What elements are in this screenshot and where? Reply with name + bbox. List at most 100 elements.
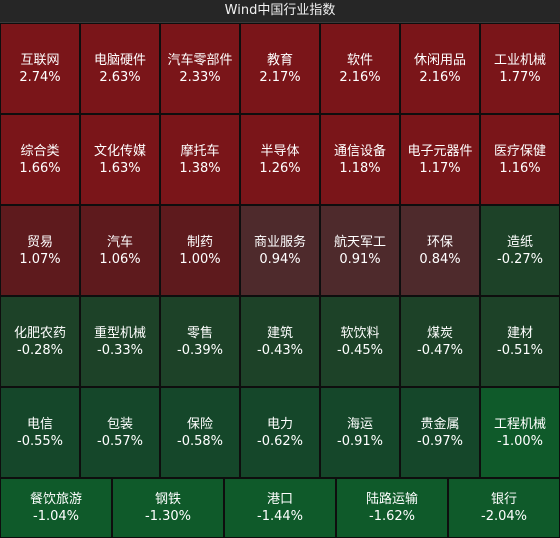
industry-change: -0.39% [177, 342, 223, 358]
industry-tile[interactable]: 环保 0.84% [400, 205, 480, 296]
industry-tile[interactable]: 休闲用品 2.16% [400, 23, 480, 114]
industry-tile[interactable]: 贸易 1.07% [0, 205, 80, 296]
industry-change: 1.17% [419, 160, 461, 176]
industry-tile[interactable]: 工程机械 -1.00% [480, 387, 560, 478]
industry-name: 造纸 [506, 234, 533, 250]
panel-title: Wind中国行业指数 [0, 0, 560, 23]
industry-change: -0.45% [337, 342, 383, 358]
industry-change: 2.16% [339, 69, 381, 85]
industry-tile[interactable]: 煤炭 -0.47% [400, 296, 480, 387]
industry-change: -0.62% [257, 433, 303, 449]
industry-tile[interactable]: 电脑硬件 2.63% [80, 23, 160, 114]
industry-name: 电子元器件 [407, 143, 473, 159]
industry-name: 电信 [26, 416, 53, 432]
industry-tile[interactable]: 保险 -0.58% [160, 387, 240, 478]
heatmap-grid: 互联网 2.74% 电脑硬件 2.63% 汽车零部件 2.33% 教育 2.17% 软件 2.16… [0, 23, 560, 478]
industry-change: 0.91% [339, 251, 381, 267]
industry-name: 陆路运输 [365, 492, 418, 507]
industry-change: 2.33% [179, 69, 221, 85]
industry-name: 工程机械 [493, 416, 546, 432]
industry-tile[interactable]: 半导体 1.26% [240, 114, 320, 205]
industry-tile[interactable]: 电子元器件 1.17% [400, 114, 480, 205]
industry-change: 1.66% [19, 160, 61, 176]
industry-change: -0.97% [417, 433, 463, 449]
industry-change: -1.04% [33, 509, 79, 524]
industry-change: 0.94% [259, 251, 301, 267]
industry-tile[interactable]: 汽车 1.06% [80, 205, 160, 296]
industry-change: -1.62% [369, 509, 415, 524]
industry-tile[interactable]: 海运 -0.91% [320, 387, 400, 478]
industry-change: 2.16% [419, 69, 461, 85]
industry-name: 化肥农药 [13, 325, 66, 341]
industry-tile[interactable]: 港口 -1.44% [224, 478, 336, 538]
industry-tile[interactable]: 电力 -0.62% [240, 387, 320, 478]
industry-name: 环保 [426, 234, 453, 250]
industry-tile[interactable]: 制药 1.00% [160, 205, 240, 296]
industry-change: -0.57% [97, 433, 143, 449]
industry-tile[interactable]: 软件 2.16% [320, 23, 400, 114]
industry-change: -0.55% [17, 433, 63, 449]
industry-name: 医疗保健 [493, 143, 546, 159]
industry-change: -0.47% [417, 342, 463, 358]
industry-tile[interactable]: 贵金属 -0.97% [400, 387, 480, 478]
industry-name: 通信设备 [333, 143, 386, 159]
industry-tile[interactable]: 医疗保健 1.16% [480, 114, 560, 205]
industry-change: -0.33% [97, 342, 143, 358]
industry-change: 2.63% [99, 69, 141, 85]
industry-name: 文化传媒 [93, 143, 146, 159]
industry-name: 餐饮旅游 [29, 492, 82, 507]
industry-tile[interactable]: 电信 -0.55% [0, 387, 80, 478]
industry-name: 电脑硬件 [93, 52, 146, 68]
industry-tile[interactable]: 包装 -0.57% [80, 387, 160, 478]
industry-tile[interactable]: 通信设备 1.18% [320, 114, 400, 205]
industry-name: 钢铁 [154, 492, 181, 507]
industry-name: 港口 [266, 492, 293, 507]
industry-change: 2.17% [259, 69, 301, 85]
industry-change: -0.58% [177, 433, 223, 449]
industry-tile[interactable]: 零售 -0.39% [160, 296, 240, 387]
industry-change: -1.00% [497, 433, 543, 449]
industry-tile[interactable]: 钢铁 -1.30% [112, 478, 224, 538]
industry-tile[interactable]: 航天军工 0.91% [320, 205, 400, 296]
industry-tile[interactable]: 综合类 1.66% [0, 114, 80, 205]
industry-change: -1.30% [145, 509, 191, 524]
heatmap-bottom-row: 餐饮旅游 -1.04% 钢铁 -1.30% 港口 -1.44% 陆路运输 -1.62% 银行 -2… [0, 478, 560, 538]
industry-tile[interactable]: 餐饮旅游 -1.04% [0, 478, 112, 538]
industry-name: 零售 [186, 325, 213, 341]
industry-tile[interactable]: 银行 -2.04% [448, 478, 560, 538]
industry-name: 软件 [346, 52, 373, 68]
industry-change: 1.07% [19, 251, 61, 267]
industry-name: 贸易 [26, 234, 53, 250]
industry-change: -1.44% [257, 509, 303, 524]
industry-name: 摩托车 [180, 143, 220, 159]
industry-tile[interactable]: 陆路运输 -1.62% [336, 478, 448, 538]
industry-tile[interactable]: 软饮料 -0.45% [320, 296, 400, 387]
industry-change: -0.43% [257, 342, 303, 358]
industry-tile[interactable]: 教育 2.17% [240, 23, 320, 114]
industry-name: 煤炭 [426, 325, 453, 341]
industry-tile[interactable]: 汽车零部件 2.33% [160, 23, 240, 114]
industry-name: 贵金属 [420, 416, 460, 432]
industry-name: 银行 [490, 492, 517, 507]
industry-tile[interactable]: 摩托车 1.38% [160, 114, 240, 205]
industry-tile[interactable]: 化肥农药 -0.28% [0, 296, 80, 387]
industry-tile[interactable]: 文化传媒 1.63% [80, 114, 160, 205]
industry-change: 1.77% [499, 69, 541, 85]
industry-change: 1.18% [339, 160, 381, 176]
industry-change: 0.84% [419, 251, 461, 267]
industry-change: -2.04% [481, 509, 527, 524]
industry-tile[interactable]: 工业机械 1.77% [480, 23, 560, 114]
industry-name: 电力 [266, 416, 293, 432]
industry-name: 互联网 [20, 52, 60, 68]
industry-tile[interactable]: 互联网 2.74% [0, 23, 80, 114]
industry-name: 重型机械 [93, 325, 146, 341]
industry-tile[interactable]: 造纸 -0.27% [480, 205, 560, 296]
industry-name: 保险 [186, 416, 213, 432]
industry-name: 海运 [346, 416, 373, 432]
industry-tile[interactable]: 商业服务 0.94% [240, 205, 320, 296]
industry-tile[interactable]: 建材 -0.51% [480, 296, 560, 387]
industry-tile[interactable]: 建筑 -0.43% [240, 296, 320, 387]
industry-tile[interactable]: 重型机械 -0.33% [80, 296, 160, 387]
industry-name: 商业服务 [253, 234, 306, 250]
